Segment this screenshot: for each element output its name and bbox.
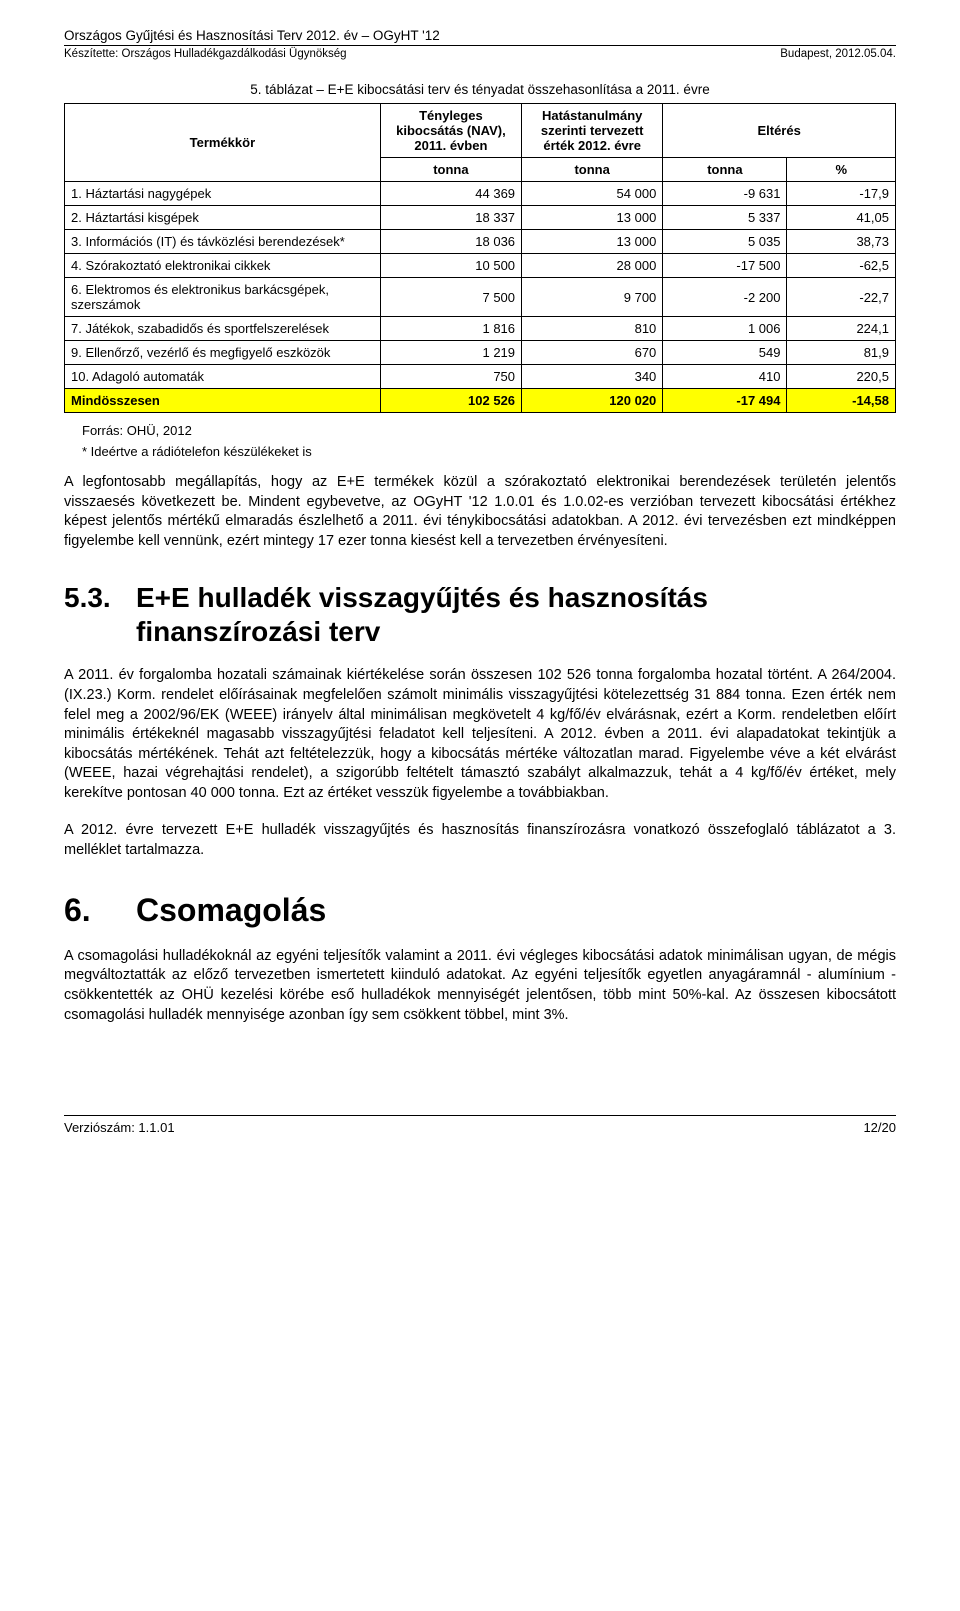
header-row-1: Termékkör Tényleges kibocsátás (NAV), 20…: [65, 104, 896, 158]
table-row: 2. Háztartási kisgépek 18 337 13 000 5 3…: [65, 206, 896, 230]
cell-v1: 750: [380, 365, 521, 389]
header-rule: [64, 45, 896, 46]
page-header: Országos Gyűjtési és Hasznosítási Terv 2…: [64, 28, 896, 60]
cell-v4: 41,05: [787, 206, 896, 230]
cell-v3: 5 035: [663, 230, 787, 254]
paragraph-2: A 2011. év forgalomba hozatali számainak…: [64, 666, 896, 803]
th-elteres: Eltérés: [663, 104, 896, 158]
section-6-title: Csomagolás: [136, 891, 326, 929]
cell-v2: 13 000: [522, 206, 663, 230]
cell-label: 6. Elektromos és elektronikus barkácsgép…: [65, 278, 381, 317]
data-table: Termékkör Tényleges kibocsátás (NAV), 20…: [64, 103, 896, 413]
cell-v2: 9 700: [522, 278, 663, 317]
cell-v4: -62,5: [787, 254, 896, 278]
paragraph-4: A csomagolási hulladékoknál az egyéni te…: [64, 947, 896, 1025]
cell-v2: 670: [522, 341, 663, 365]
cell-v1: 7 500: [380, 278, 521, 317]
cell-label: 3. Információs (IT) és távközlési berend…: [65, 230, 381, 254]
header-sub: Készítette: Országos Hulladékgazdálkodás…: [64, 48, 896, 60]
cell-label: 10. Adagoló automaták: [65, 365, 381, 389]
cell-v1: 44 369: [380, 182, 521, 206]
cell-v1: 1 219: [380, 341, 521, 365]
cell-label: 1. Háztartási nagygépek: [65, 182, 381, 206]
cell-v1: 1 816: [380, 317, 521, 341]
table-row: 4. Szórakoztató elektronikai cikkek 10 5…: [65, 254, 896, 278]
th-unit3a: tonna: [663, 158, 787, 182]
table-row: 9. Ellenőrző, vezérlő és megfigyelő eszk…: [65, 341, 896, 365]
cell-v3: 549: [663, 341, 787, 365]
page: Országos Gyűjtési és Hasznosítási Terv 2…: [0, 0, 960, 1175]
cell-label: 7. Játékok, szabadidős és sportfelszerel…: [65, 317, 381, 341]
cell-v4: -22,7: [787, 278, 896, 317]
cell-v2: 13 000: [522, 230, 663, 254]
header-title: Országos Gyűjtési és Hasznosítási Terv 2…: [64, 28, 896, 43]
table-row: 3. Információs (IT) és távközlési berend…: [65, 230, 896, 254]
cell-v4: 224,1: [787, 317, 896, 341]
table-row: 6. Elektromos és elektronikus barkácsgép…: [65, 278, 896, 317]
cell-v2: 28 000: [522, 254, 663, 278]
section-6-number: 6.: [64, 891, 136, 929]
cell-label: 2. Háztartási kisgépek: [65, 206, 381, 230]
table-caption: 5. táblázat – E+E kibocsátási terv és té…: [64, 82, 896, 97]
section-6-heading: 6. Csomagolás: [64, 891, 896, 929]
paragraph-3: A 2012. évre tervezett E+E hulladék viss…: [64, 821, 896, 860]
cell-v2: 54 000: [522, 182, 663, 206]
table-body: 1. Háztartási nagygépek 44 369 54 000 -9…: [65, 182, 896, 413]
cell-v3: -2 200: [663, 278, 787, 317]
cell-v3: 5 337: [663, 206, 787, 230]
cell-v4: 38,73: [787, 230, 896, 254]
section-5-3-heading: 5.3. E+E hulladék visszagyűjtés és haszn…: [64, 581, 896, 648]
cell-v1: 18 337: [380, 206, 521, 230]
cell-v3: -9 631: [663, 182, 787, 206]
th-hatastanulmany: Hatástanulmány szerinti tervezett érték …: [522, 104, 663, 158]
cell-v4: 81,9: [787, 341, 896, 365]
header-author: Készítette: Országos Hulladékgazdálkodás…: [64, 48, 347, 60]
th-tenyleges: Tényleges kibocsátás (NAV), 2011. évben: [380, 104, 521, 158]
cell-label: 4. Szórakoztató elektronikai cikkek: [65, 254, 381, 278]
page-footer: Verziószám: 1.1.01 12/20: [64, 1115, 896, 1135]
cell-v4: 220,5: [787, 365, 896, 389]
footer-page-number: 12/20: [863, 1120, 896, 1135]
cell-v2: 340: [522, 365, 663, 389]
table-row: 1. Háztartási nagygépek 44 369 54 000 -9…: [65, 182, 896, 206]
table-row-total: Mindösszesen 102 526 120 020 -17 494 -14…: [65, 389, 896, 413]
cell-label: 9. Ellenőrző, vezérlő és megfigyelő eszk…: [65, 341, 381, 365]
section-5-3-number: 5.3.: [64, 581, 136, 615]
cell-v1: 18 036: [380, 230, 521, 254]
cell-v2: 810: [522, 317, 663, 341]
paragraph-1: A legfontosabb megállapítás, hogy az E+E…: [64, 473, 896, 551]
cell-total-v2: 120 020: [522, 389, 663, 413]
table-head: Termékkör Tényleges kibocsátás (NAV), 20…: [65, 104, 896, 182]
cell-v3: 1 006: [663, 317, 787, 341]
cell-v4: -17,9: [787, 182, 896, 206]
cell-total-v1: 102 526: [380, 389, 521, 413]
table-row: 10. Adagoló automaták 750 340 410 220,5: [65, 365, 896, 389]
cell-v3: -17 500: [663, 254, 787, 278]
th-unit3b: %: [787, 158, 896, 182]
table-row: 7. Játékok, szabadidős és sportfelszerel…: [65, 317, 896, 341]
cell-total-label: Mindösszesen: [65, 389, 381, 413]
table-note: * Ideértve a rádiótelefon készülékeket i…: [82, 444, 896, 459]
cell-total-v3: -17 494: [663, 389, 787, 413]
cell-v1: 10 500: [380, 254, 521, 278]
cell-total-v4: -14,58: [787, 389, 896, 413]
table-source: Forrás: OHÜ, 2012: [82, 423, 896, 438]
th-unit1: tonna: [380, 158, 521, 182]
section-5-3-title: E+E hulladék visszagyűjtés és hasznosítá…: [136, 581, 896, 648]
cell-v3: 410: [663, 365, 787, 389]
footer-version: Verziószám: 1.1.01: [64, 1120, 175, 1135]
th-unit2: tonna: [522, 158, 663, 182]
th-termekkor: Termékkör: [65, 104, 381, 182]
header-place-date: Budapest, 2012.05.04.: [780, 48, 896, 60]
